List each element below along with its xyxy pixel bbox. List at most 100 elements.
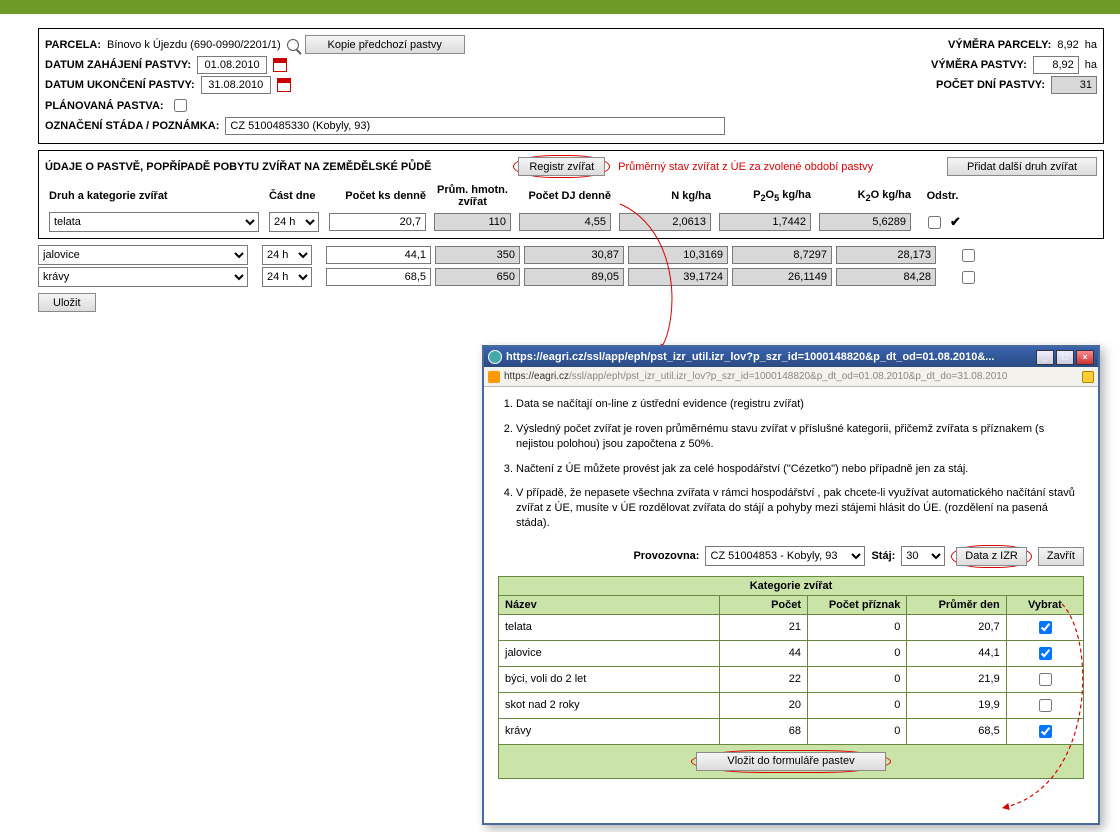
cat-prumer: 20,7 bbox=[907, 614, 1006, 640]
cast-select-1[interactable]: 24 h bbox=[262, 245, 312, 265]
category-row: jalovice44044,1 bbox=[499, 640, 1084, 666]
top-green-bar bbox=[0, 0, 1120, 14]
provozovna-select[interactable]: CZ 51004853 - Kobyly, 93 bbox=[705, 546, 865, 566]
save-button[interactable]: Uložit bbox=[38, 293, 96, 312]
cat-vybrat-checkbox[interactable] bbox=[1039, 621, 1052, 634]
cat-priznak: 0 bbox=[808, 666, 907, 692]
parcela-value: Bínovo k Újezdu (690-0990/2201/1) bbox=[107, 39, 281, 51]
kategorie-title: Kategorie zvířat bbox=[499, 576, 1084, 595]
cat-prumer: 68,5 bbox=[907, 718, 1006, 744]
ie-icon bbox=[488, 350, 502, 364]
search-icon[interactable] bbox=[287, 39, 299, 51]
cat-pocet: 20 bbox=[719, 692, 807, 718]
cat-pocet: 44 bbox=[719, 640, 807, 666]
th-prumer: Průměr den bbox=[907, 595, 1006, 614]
copy-previous-button[interactable]: Kopie předchozí pastvy bbox=[305, 35, 465, 54]
animals-panel: ÚDAJE O PASTVĚ, POPŘÍPADĚ POBYTU ZVÍŘAT … bbox=[38, 150, 1104, 239]
pocet-dni-label: POČET DNÍ PASTVY: bbox=[936, 79, 1045, 91]
cat-vybrat-checkbox[interactable] bbox=[1039, 647, 1052, 660]
cat-nazev: krávy bbox=[499, 718, 720, 744]
col-cast: Část dne bbox=[265, 188, 325, 204]
oznaceni-input[interactable] bbox=[225, 117, 725, 135]
col-dj: Počet DJ denně bbox=[515, 188, 615, 204]
datum-ukonceni-input[interactable] bbox=[201, 76, 271, 94]
average-note: Průměrný stav zvířat z ÚE za zvolené obd… bbox=[618, 161, 873, 173]
info-item: Načtení z ÚE můžete provést jak za celé … bbox=[516, 462, 1084, 477]
cat-pocet: 68 bbox=[719, 718, 807, 744]
oznaceni-label: OZNAČENÍ STÁDA / POZNÁMKA: bbox=[45, 120, 219, 132]
odstr-check-2[interactable] bbox=[962, 271, 975, 284]
table-row: telata 24 h 20,7 110 4,55 2,0613 1,7442 … bbox=[45, 210, 1097, 234]
category-table: Kategorie zvířat Název Počet Počet přízn… bbox=[498, 576, 1084, 779]
calendar-icon[interactable] bbox=[273, 58, 287, 72]
cat-vybrat-checkbox[interactable] bbox=[1039, 673, 1052, 686]
ks-0[interactable]: 20,7 bbox=[329, 213, 426, 231]
cat-pocet: 21 bbox=[719, 614, 807, 640]
staj-label: Stáj: bbox=[871, 550, 895, 562]
info-item: Výsledný počet zvířat je roven průměrném… bbox=[516, 422, 1084, 452]
cat-prumer: 44,1 bbox=[907, 640, 1006, 666]
vymera-parcely-value: 8,92 bbox=[1057, 39, 1078, 51]
cat-nazev: jalovice bbox=[499, 640, 720, 666]
th-nazev: Název bbox=[499, 595, 720, 614]
ks-1[interactable]: 44,1 bbox=[326, 246, 431, 264]
odstr-check-0[interactable] bbox=[928, 216, 941, 229]
druh-select-2[interactable]: krávy bbox=[38, 267, 248, 287]
vlozit-button[interactable]: Vložit do formuláře pastev bbox=[696, 752, 885, 771]
ha-unit-1: ha bbox=[1085, 39, 1097, 51]
datum-zahajeni-input[interactable] bbox=[197, 56, 267, 74]
minimize-button[interactable]: _ bbox=[1036, 350, 1054, 365]
planovana-checkbox[interactable] bbox=[174, 99, 187, 112]
zavrit-button[interactable]: Zavřít bbox=[1038, 547, 1084, 566]
cat-priznak: 0 bbox=[808, 614, 907, 640]
n-0: 2,0613 bbox=[619, 213, 711, 231]
popup-body: Data se načítají on-line z ústřední evid… bbox=[484, 387, 1098, 823]
cat-vybrat-checkbox[interactable] bbox=[1039, 725, 1052, 738]
col-k: K2O kg/ha bbox=[815, 187, 915, 205]
vymera-pastvy-input[interactable] bbox=[1033, 56, 1079, 74]
izr-popup: https://eagri.cz/ssl/app/eph/pst_izr_uti… bbox=[482, 345, 1100, 825]
animals-title: ÚDAJE O PASTVĚ, POPŘÍPADĚ POBYTU ZVÍŘAT … bbox=[45, 161, 431, 173]
vymera-parcely-label: VÝMĚRA PARCELY: bbox=[948, 39, 1051, 51]
dj-0: 4,55 bbox=[519, 213, 611, 231]
hmotn-2: 650 bbox=[435, 268, 520, 286]
n-1: 10,3169 bbox=[628, 246, 728, 264]
pocet-dni-value: 31 bbox=[1051, 76, 1097, 94]
staj-select[interactable]: 30 bbox=[901, 546, 945, 566]
tick-icon: ✔ bbox=[950, 214, 961, 230]
n-2: 39,1724 bbox=[628, 268, 728, 286]
close-button[interactable]: × bbox=[1076, 350, 1094, 365]
datum-zahajeni-label: DATUM ZAHÁJENÍ PASTVY: bbox=[45, 59, 191, 71]
odstr-check-1[interactable] bbox=[962, 249, 975, 262]
cast-select-0[interactable]: 24 h bbox=[269, 212, 319, 232]
vymera-pastvy-label: VÝMĚRA PASTVY: bbox=[931, 59, 1027, 71]
druh-select-0[interactable]: telata bbox=[49, 212, 259, 232]
popup-titlebar[interactable]: https://eagri.cz/ssl/app/eph/pst_izr_uti… bbox=[484, 347, 1098, 367]
maximize-button[interactable]: □ bbox=[1056, 350, 1074, 365]
hmotn-0: 110 bbox=[434, 213, 511, 231]
info-list: Data se načítají on-line z ústřední evid… bbox=[498, 397, 1084, 531]
cat-vybrat-checkbox[interactable] bbox=[1039, 699, 1052, 712]
popup-title: https://eagri.cz/ssl/app/eph/pst_izr_uti… bbox=[506, 351, 1034, 363]
info-item: Data se načítají on-line z ústřední evid… bbox=[516, 397, 1084, 412]
planovana-label: PLÁNOVANÁ PASTVA: bbox=[45, 100, 164, 112]
cat-pocet: 22 bbox=[719, 666, 807, 692]
address-bar: https://eagri.cz/ssl/app/eph/pst_izr_uti… bbox=[484, 367, 1098, 387]
col-p: P2O5 kg/ha bbox=[715, 187, 815, 205]
th-pocet: Počet bbox=[719, 595, 807, 614]
ks-2[interactable]: 68,5 bbox=[326, 268, 431, 286]
cast-select-2[interactable]: 24 h bbox=[262, 267, 312, 287]
add-animal-button[interactable]: Přidat další druh zvířat bbox=[947, 157, 1097, 176]
th-priznak: Počet příznak bbox=[808, 595, 907, 614]
data-izr-button[interactable]: Data z IZR bbox=[956, 547, 1027, 566]
dj-2: 89,05 bbox=[524, 268, 624, 286]
druh-select-1[interactable]: jalovice bbox=[38, 245, 248, 265]
cat-priznak: 0 bbox=[808, 640, 907, 666]
category-row: býci, voli do 2 let22021,9 bbox=[499, 666, 1084, 692]
p-2: 26,1149 bbox=[732, 268, 832, 286]
table-row: jalovice 24 h 44,1 350 30,87 10,3169 8,7… bbox=[38, 245, 1104, 265]
calendar-icon-2[interactable] bbox=[277, 78, 291, 92]
k-0: 5,6289 bbox=[819, 213, 911, 231]
category-row: krávy68068,5 bbox=[499, 718, 1084, 744]
registr-zvirat-button[interactable]: Registr zvířat bbox=[518, 157, 605, 176]
